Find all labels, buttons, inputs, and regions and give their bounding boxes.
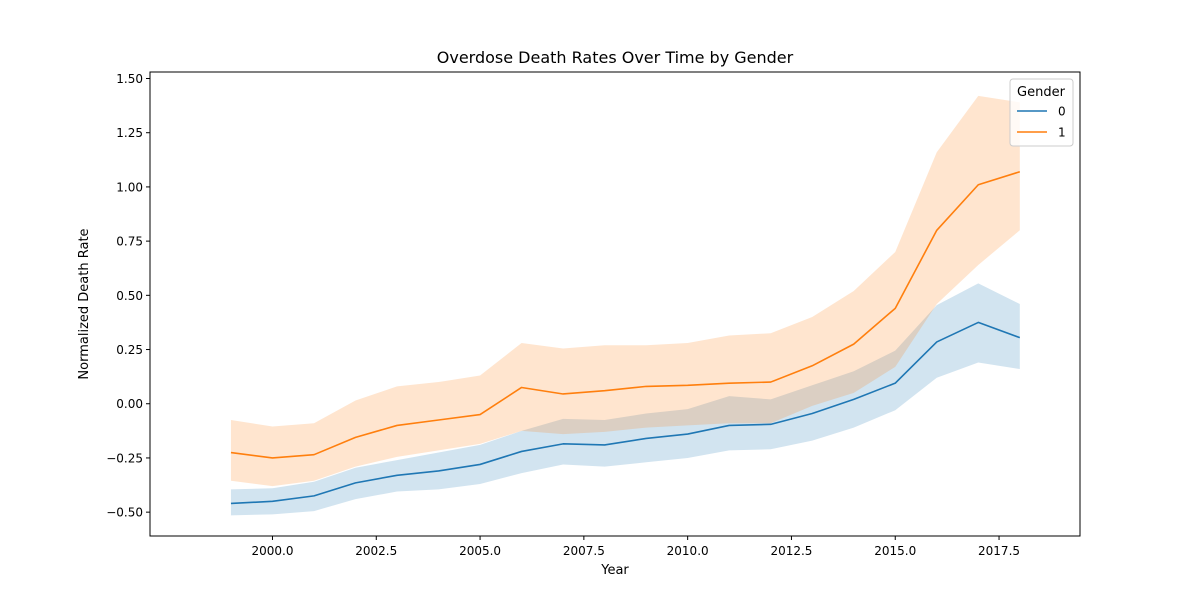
y-axis-label: Normalized Death Rate bbox=[77, 228, 92, 379]
x-tick-label: 2012.5 bbox=[770, 544, 812, 558]
y-tick-label: 0.00 bbox=[116, 397, 143, 411]
x-tick-label: 2010.0 bbox=[667, 544, 709, 558]
legend: Gender 0 1 bbox=[1009, 78, 1074, 147]
x-tick-label: 2002.5 bbox=[355, 544, 397, 558]
y-tick-label: −0.50 bbox=[106, 506, 143, 520]
x-tick-label: 2007.5 bbox=[563, 544, 605, 558]
series-line-0 bbox=[230, 321, 1021, 505]
y-tick-label: 1.25 bbox=[116, 126, 143, 140]
legend-title: Gender bbox=[1017, 85, 1066, 100]
legend-label-1: 1 bbox=[1058, 126, 1066, 140]
chart-title: Overdose Death Rates Over Time by Gender bbox=[437, 48, 794, 67]
x-tick-label: 2017.5 bbox=[978, 544, 1020, 558]
y-tick-label: −0.25 bbox=[106, 451, 143, 465]
y-tick-label: 1.50 bbox=[116, 72, 143, 86]
y-tick-label: 0.25 bbox=[116, 343, 143, 357]
legend-label-0: 0 bbox=[1058, 105, 1066, 119]
y-tick-label: 0.75 bbox=[116, 235, 143, 249]
x-tick-label: 2005.0 bbox=[459, 544, 501, 558]
confidence-band-0 bbox=[230, 283, 1020, 516]
series-lines bbox=[230, 170, 1021, 505]
y-axis: −0.50 −0.25 0.00 0.25 0.50 0.75 1.00 1.25 1.50 bbox=[106, 72, 150, 520]
plot-frame bbox=[149, 71, 1081, 537]
x-axis: 2000.0 2002.5 2005.0 2007.5 2010.0 2012.5 2015… bbox=[251, 536, 1020, 558]
y-tick-label: 0.50 bbox=[116, 289, 143, 303]
x-axis-label: Year bbox=[600, 563, 629, 578]
series-line-1 bbox=[230, 170, 1021, 459]
y-tick-label: 1.00 bbox=[116, 180, 143, 194]
confidence-band-1 bbox=[230, 95, 1020, 487]
x-tick-label: 2015.0 bbox=[874, 544, 916, 558]
confidence-bands bbox=[230, 95, 1020, 516]
legend-box bbox=[1009, 78, 1074, 147]
x-tick-label: 2000.0 bbox=[251, 544, 293, 558]
